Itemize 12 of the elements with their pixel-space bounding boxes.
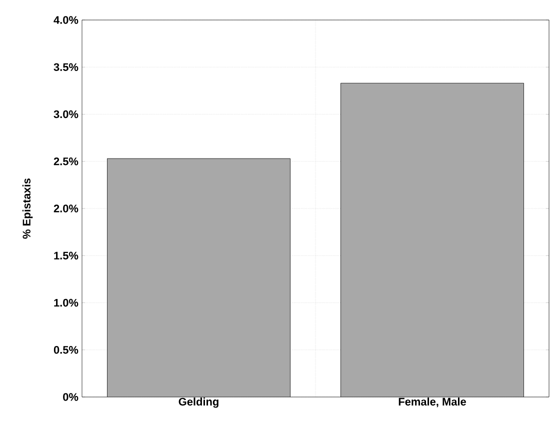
y-tick-label: 1.5% bbox=[54, 252, 78, 260]
y-axis-title: % Epistaxis bbox=[22, 178, 33, 239]
y-tick-label: 0% bbox=[63, 393, 78, 401]
y-tick-label: 4.0% bbox=[54, 16, 78, 24]
y-tick-label: 2.5% bbox=[54, 158, 78, 166]
y-tick-label: 2.0% bbox=[54, 204, 78, 212]
x-tick-label: Gelding bbox=[178, 398, 218, 408]
y-tick-label: 1.0% bbox=[54, 298, 78, 307]
y-tick-label: 3.0% bbox=[54, 110, 78, 118]
y-tick-label: 3.5% bbox=[54, 63, 78, 72]
y-tick-label: 0.5% bbox=[54, 346, 78, 354]
x-tick-label: Female, Male bbox=[398, 398, 466, 408]
